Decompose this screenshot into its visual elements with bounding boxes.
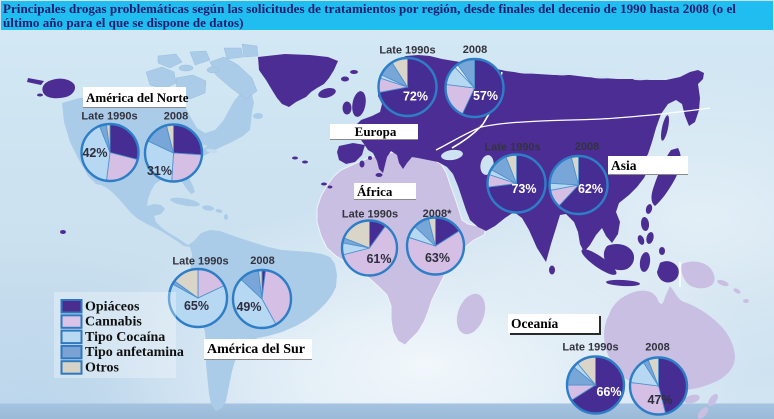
svg-text:49%: 49% — [236, 300, 261, 314]
svg-text:Late 1990s: Late 1990s — [379, 45, 435, 57]
svg-text:2008: 2008 — [645, 342, 669, 354]
svg-text:Cannabis: Cannabis — [85, 315, 142, 330]
svg-text:65%: 65% — [184, 299, 209, 313]
svg-text:Tipo anfetamina: Tipo anfetamina — [85, 345, 184, 360]
svg-text:2008: 2008 — [250, 255, 274, 267]
svg-text:Otros: Otros — [85, 361, 120, 376]
svg-text:2008: 2008 — [463, 44, 487, 56]
svg-text:Late 1990s: Late 1990s — [562, 342, 618, 354]
svg-text:2008*: 2008* — [423, 208, 452, 220]
svg-text:Late 1990s: Late 1990s — [81, 111, 137, 123]
svg-text:62%: 62% — [578, 182, 603, 196]
svg-text:61%: 61% — [366, 252, 391, 266]
svg-text:31%: 31% — [147, 164, 172, 178]
svg-text:47%: 47% — [647, 393, 672, 407]
svg-text:2008: 2008 — [164, 111, 188, 123]
svg-text:66%: 66% — [596, 385, 621, 399]
svg-text:73%: 73% — [511, 182, 536, 196]
svg-text:57%: 57% — [473, 89, 498, 103]
svg-text:72%: 72% — [403, 90, 428, 104]
svg-text:Opiáceos: Opiáceos — [85, 299, 140, 314]
svg-text:63%: 63% — [425, 251, 450, 265]
svg-text:42%: 42% — [82, 146, 107, 160]
svg-text:Tipo Cocaína: Tipo Cocaína — [85, 330, 165, 345]
svg-text:Late 1990s: Late 1990s — [172, 256, 228, 268]
svg-text:2008: 2008 — [575, 141, 599, 153]
svg-text:Late 1990s: Late 1990s — [342, 209, 398, 221]
svg-text:Late 1990s: Late 1990s — [484, 142, 540, 154]
